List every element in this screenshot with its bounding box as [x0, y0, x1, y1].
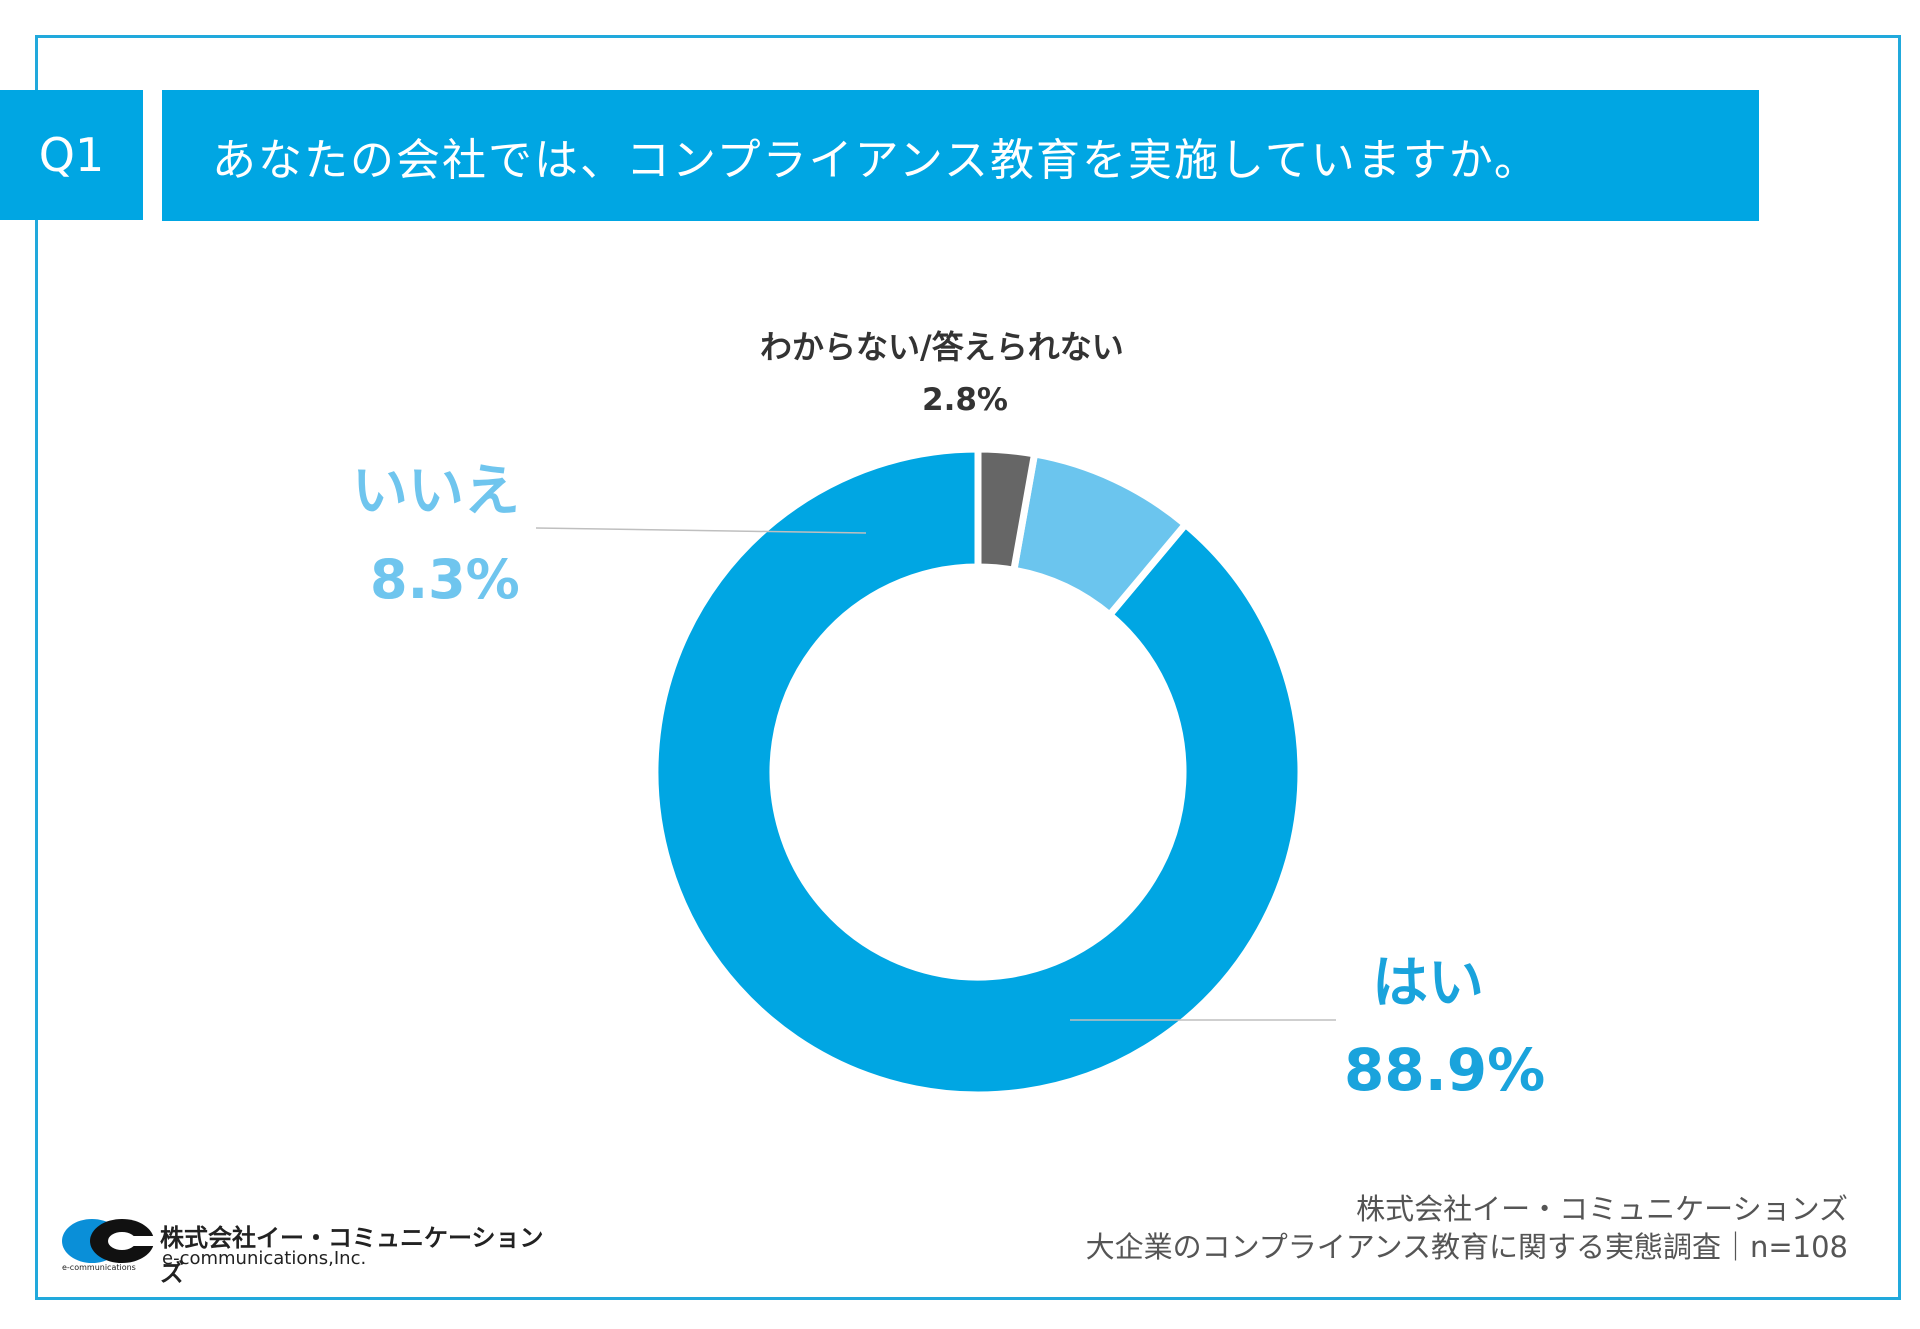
label-unknown-value: 2.8% — [922, 382, 1008, 418]
source-footer: 株式会社イー・コミュニケーションズ 大企業のコンプライアンス教育に関する実態調査… — [1086, 1190, 1848, 1266]
slice-no — [1009, 449, 1191, 620]
leader-line-no — [535, 527, 867, 534]
label-no-name: いいえ — [352, 459, 520, 524]
label-yes-value: 88.9% — [1344, 1036, 1546, 1104]
donut-slices — [651, 445, 1305, 1099]
logo-tiny-text: e-communications — [62, 1263, 136, 1272]
label-no-value: 8.3% — [370, 548, 520, 611]
label-unknown-name: わからない/答えられない — [760, 328, 1124, 366]
footer-survey: 大企業のコンプライアンス教育に関する実態調査｜n=108 — [1085, 1230, 1848, 1264]
leader-lines — [535, 527, 1336, 1021]
question-number-badge: Q1 — [0, 90, 143, 220]
logo-name-en: e-communications,Inc. — [162, 1248, 367, 1269]
logo-name-jp: 株式会社イー・コミュニケーションズ — [160, 1224, 544, 1287]
company-logo: 株式会社イー・コミュニケーションズ e-communications,Inc. … — [62, 1218, 562, 1287]
slide-frame — [35, 35, 1901, 1300]
slice-yes — [651, 445, 1305, 1099]
question-title: あなたの会社では、コンプライアンス教育を実施していますか。 — [162, 90, 1759, 221]
slice-unknown — [974, 445, 1039, 575]
footer-company: 株式会社イー・コミュニケーションズ — [1356, 1192, 1848, 1226]
label-yes-name: はい — [1372, 951, 1484, 1016]
logo-mark-icon — [62, 1219, 154, 1263]
